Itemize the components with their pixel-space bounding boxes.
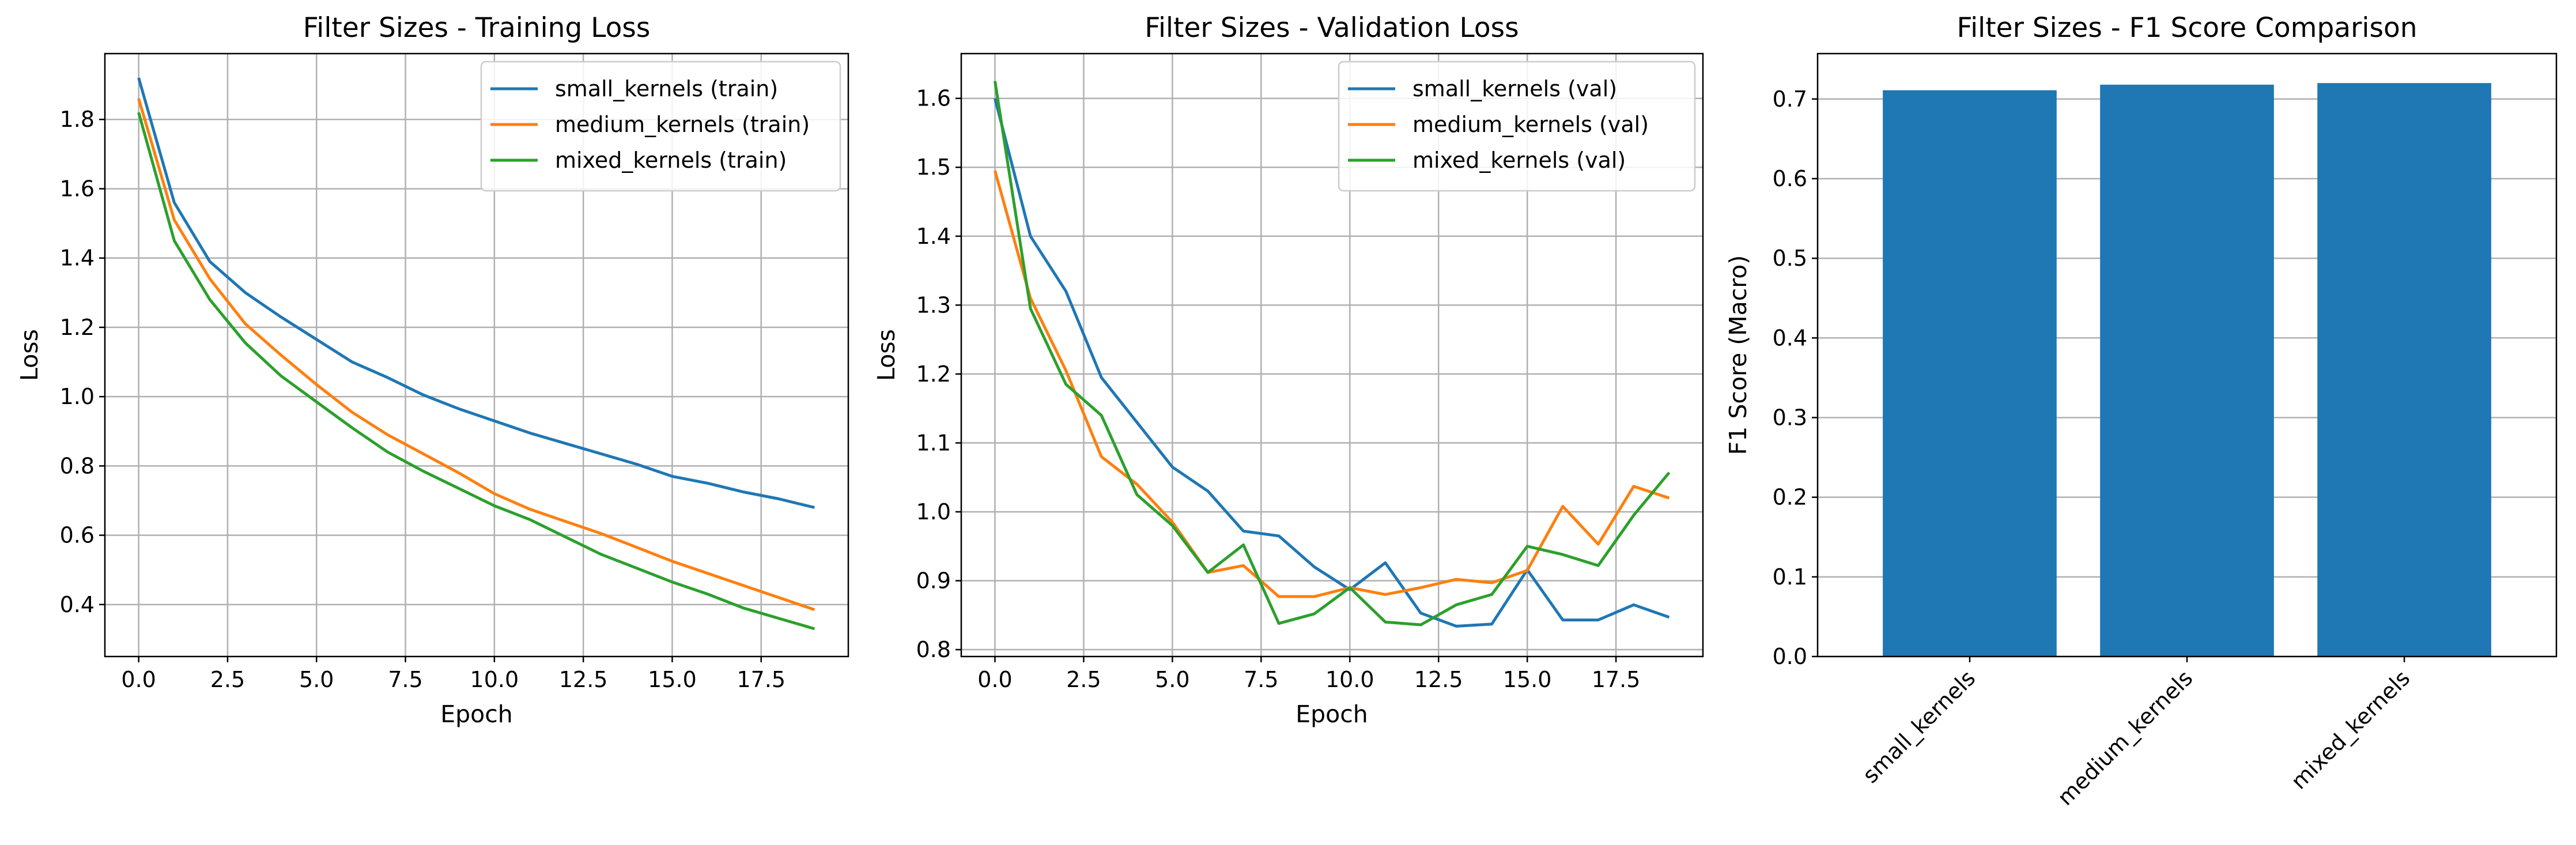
x-tick-label: 10.0 [1325,667,1374,692]
series-line-mixed_kernels [994,81,1671,627]
x-axis-label: Epoch [1295,700,1368,728]
x-tick-label: 15.0 [648,667,697,692]
x-tick-label: medium_kernels [2053,665,2198,810]
plot-frame [1816,52,2558,658]
bar-small_kernels [1883,90,2057,657]
f1-score-chart: Filter Sizes - F1 Score Comparison F1 Sc… [1724,12,2558,810]
y-tick-label: 0.4 [1773,325,1807,350]
y-tick-label: 1.6 [916,86,951,111]
grid [105,54,848,657]
x-tick-label: 17.5 [1592,667,1641,692]
legend-frame [480,61,841,192]
legend-label: mixed_kernels (train) [555,148,787,173]
x-tick-label: 12.5 [1414,667,1463,692]
y-axis-label: F1 Score (Macro) [1724,255,1752,455]
x-tick-label: 2.5 [210,667,245,692]
legend-label: mixed_kernels (val) [1412,148,1626,173]
y-tick-label: 1.1 [916,430,951,455]
y-tick-label: 0.6 [1773,166,1807,191]
validation-loss-chart: Filter Sizes - Validation Loss Epoch Los… [872,12,1704,728]
y-tick-label: 1.0 [916,499,951,525]
legend-label: medium_kernels (train) [555,112,810,137]
y-tick-label: 0.7 [1773,86,1807,112]
y-tick-label: 1.4 [60,246,95,271]
legend-label: small_kernels (train) [555,76,778,101]
x-tick-label: 17.5 [736,667,785,692]
y-tick-label: 0.2 [1773,485,1807,510]
x-tick-label: 7.5 [388,667,422,692]
y-tick-label: 0.9 [916,568,951,594]
x-tick-label: 15.0 [1503,667,1552,692]
y-axis-label: Loss [872,329,900,381]
x-tick-label: 0.0 [977,667,1012,692]
y-tick-label: 0.3 [1773,405,1807,430]
x-tick-label: 7.5 [1244,667,1278,692]
series-line-small_kernels [994,98,1670,628]
y-tick-label: 0.8 [60,453,95,478]
x-tick-label: 5.0 [299,667,334,692]
y-tick-label: 1.2 [60,315,95,340]
bar-mixed_kernels [2317,83,2491,657]
training-loss-chart: Filter Sizes - Training Loss Epoch Loss … [16,12,849,728]
y-tick-label: 0.8 [916,637,951,662]
bar-medium_kernels [2100,84,2274,657]
y-tick-label: 0.6 [60,523,95,548]
x-tick-label: 10.0 [470,667,519,692]
x-tick-label: 2.5 [1066,667,1101,692]
y-axis-label: Loss [16,329,43,381]
y-tick-label: 1.5 [916,154,951,180]
chart-title: Filter Sizes - Validation Loss [1145,12,1519,44]
plot-frame [960,52,1704,658]
legend: small_kernels (train) medium_kernels (tra… [480,61,841,192]
legend: small_kernels (val) medium_kernels (val) m… [1338,61,1696,192]
x-axis-label: Epoch [440,700,513,728]
y-tick-label: 1.0 [60,384,95,409]
x-tick-label: 5.0 [1155,667,1189,692]
legend-label: medium_kernels (val) [1412,112,1649,137]
plot-frame [104,52,849,658]
y-tick-label: 0.0 [1773,644,1807,669]
y-tick-label: 1.3 [916,292,951,318]
y-tick-label: 1.6 [60,176,95,201]
grid [961,54,1703,657]
y-tick-label: 0.5 [1773,246,1807,271]
chart-title: Filter Sizes - F1 Score Comparison [1957,12,2418,44]
x-tick-label: small_kernels [1857,665,1980,788]
x-tick-label: 0.0 [121,667,156,692]
y-tick-label: 1.2 [916,361,951,387]
y-tick-label: 0.1 [1773,564,1807,590]
y-tick-label: 1.8 [60,107,95,132]
series-line-mixed_kernels [137,112,815,631]
series-line-medium_kernels [137,98,815,612]
series-line-small_kernels [137,77,815,509]
y-tick-label: 0.4 [60,592,95,617]
legend-frame [1338,61,1696,192]
series-line-medium_kernels [994,170,1670,598]
x-tick-label: mixed_kernels [2286,665,2415,794]
x-tick-label: 12.5 [559,667,608,692]
legend-label: small_kernels (val) [1412,76,1617,101]
y-tick-label: 1.4 [916,224,951,249]
chart-title: Filter Sizes - Training Loss [303,12,651,44]
